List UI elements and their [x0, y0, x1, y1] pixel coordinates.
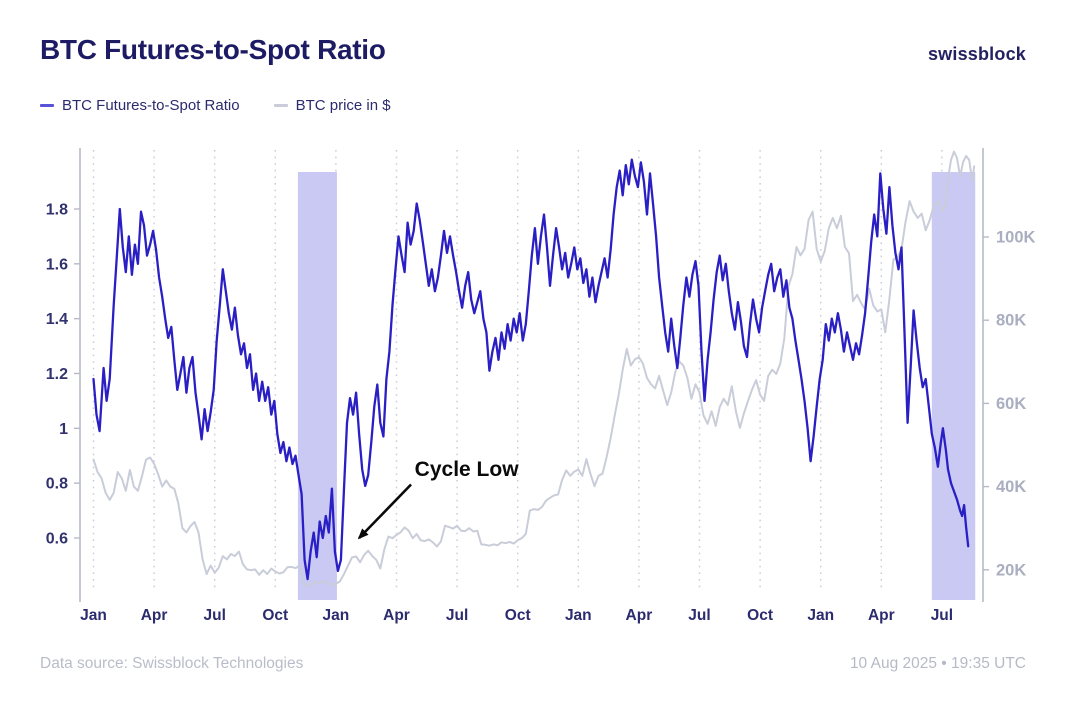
left-tick-label: 1.2 [46, 366, 68, 383]
x-tick-label: Oct [505, 607, 531, 624]
legend-dash-price-icon [273, 104, 288, 107]
timestamp: 10 Aug 2025 • 19:35 UTC [849, 655, 1026, 672]
annotation-arrow-icon [357, 483, 412, 540]
x-tick-label: Jan [807, 607, 834, 624]
x-tick-label: Jan [80, 607, 107, 624]
x-tick-label: Apr [141, 607, 168, 624]
right-tick-label: 20K [996, 561, 1026, 579]
left-axis: 1.8 1.6 1.4 1.2 1 0.8 0.6 [46, 148, 81, 602]
x-tick-label: Jul [688, 607, 710, 624]
left-tick-label: 1.4 [46, 311, 68, 328]
data-source: Data source: Swissblock Technologies [40, 655, 304, 672]
left-tick-label: 1.6 [46, 256, 68, 273]
x-tick-label: Apr [868, 607, 895, 624]
left-tick-label: 1 [59, 421, 68, 438]
right-tick-label: 80K [996, 312, 1026, 330]
right-tick-label: 60K [996, 395, 1026, 413]
legend-dash-ratio-icon [40, 104, 54, 107]
cycle-low-annotation: Cycle Low [357, 458, 520, 540]
chart-legend: BTC Futures-to-Spot Ratio BTC price in $ [40, 97, 391, 114]
highlight-band [931, 172, 976, 600]
left-tick-label: 0.8 [46, 476, 68, 493]
x-tick-label: Jul [931, 607, 953, 624]
legend-item-ratio: BTC Futures-to-Spot Ratio [40, 97, 240, 114]
left-tick-label: 1.8 [46, 202, 68, 219]
x-tick-label: Jul [446, 607, 468, 624]
highlight-band [297, 172, 337, 600]
gridlines [92, 150, 943, 592]
x-tick-label: Jan [565, 607, 592, 624]
x-tick-label: Jan [323, 607, 350, 624]
left-tick-label: 0.6 [46, 530, 68, 547]
legend-label-price: BTC price in $ [295, 97, 391, 114]
legend-label-ratio: BTC Futures-to-Spot Ratio [62, 97, 240, 114]
x-tick-label: Apr [626, 607, 653, 624]
right-tick-label: 40K [996, 478, 1026, 496]
series-lines [92, 150, 976, 588]
x-tick-label: Apr [383, 607, 410, 624]
x-axis-labels: Jan Apr Jul Oct Jan Apr Jul Oct Jan Apr Jul Oct Jan A… [80, 607, 953, 624]
right-tick-label: 100K [996, 229, 1036, 247]
legend-item-price: BTC price in $ [273, 97, 391, 114]
right-axis: 100K 80K 60K 40K 20K [982, 148, 1036, 602]
price-line [92, 150, 976, 588]
x-tick-label: Jul [203, 607, 225, 624]
page-title: BTC Futures-to-Spot Ratio [40, 34, 386, 65]
brand-logo: swissblock [927, 44, 1026, 64]
ratio-line [92, 158, 970, 581]
x-tick-label: Oct [262, 607, 288, 624]
x-tick-label: Oct [747, 607, 773, 624]
highlight-bands [297, 172, 976, 600]
annotation-label: Cycle Low [415, 458, 520, 481]
